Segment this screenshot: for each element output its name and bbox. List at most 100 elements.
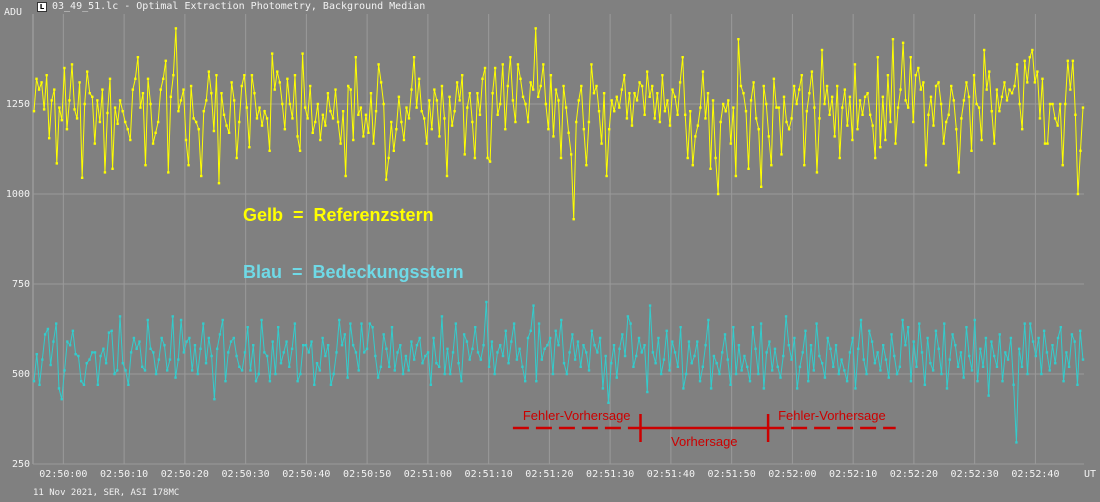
data-point bbox=[210, 92, 213, 95]
y-tick-label: 750 bbox=[12, 279, 30, 290]
data-point bbox=[451, 351, 455, 354]
data-point bbox=[103, 171, 107, 174]
data-point bbox=[985, 88, 988, 91]
data-point bbox=[666, 99, 669, 102]
data-point bbox=[683, 113, 687, 116]
data-point bbox=[795, 387, 799, 390]
data-point bbox=[727, 99, 730, 102]
data-point bbox=[193, 344, 197, 347]
data-point bbox=[998, 110, 1001, 113]
data-point bbox=[562, 362, 566, 365]
data-point bbox=[410, 340, 413, 343]
data-point bbox=[1005, 99, 1009, 102]
data-point bbox=[898, 365, 902, 368]
data-point bbox=[243, 74, 246, 77]
data-point bbox=[995, 88, 999, 91]
data-point bbox=[1033, 81, 1037, 84]
data-point bbox=[693, 354, 696, 358]
data-point bbox=[610, 99, 613, 102]
data-point bbox=[687, 340, 691, 343]
data-point bbox=[597, 110, 601, 113]
data-point bbox=[1069, 88, 1072, 91]
data-point bbox=[757, 372, 760, 376]
data-point bbox=[785, 120, 788, 124]
data-point bbox=[458, 99, 461, 102]
data-point bbox=[38, 383, 41, 386]
data-point bbox=[706, 92, 710, 95]
data-point bbox=[63, 66, 66, 70]
data-point bbox=[800, 74, 803, 77]
data-point bbox=[446, 347, 449, 350]
data-point bbox=[129, 138, 132, 142]
data-point bbox=[379, 365, 383, 368]
data-point bbox=[694, 135, 697, 138]
data-point bbox=[154, 131, 157, 134]
data-point bbox=[984, 336, 988, 340]
data-point bbox=[357, 369, 360, 372]
data-point bbox=[177, 358, 180, 361]
error-prediction-label-left: Fehler-Vorhersage bbox=[523, 408, 631, 423]
data-point bbox=[862, 358, 865, 361]
y-tick-label: 250 bbox=[12, 459, 30, 470]
title-bar: L 03_49_51.lc - Optimal Extraction Photo… bbox=[0, 0, 1100, 14]
y-axis-ticks: 250 500 750 1000 1250 bbox=[6, 99, 30, 470]
data-point bbox=[437, 365, 441, 368]
data-point bbox=[207, 70, 211, 73]
data-point bbox=[106, 111, 109, 115]
light-curve-app-icon[interactable]: L bbox=[37, 2, 47, 12]
data-point bbox=[571, 333, 574, 336]
data-point bbox=[164, 59, 167, 62]
data-point bbox=[926, 336, 929, 340]
data-point bbox=[159, 88, 162, 91]
data-point bbox=[810, 70, 814, 73]
data-point bbox=[288, 102, 292, 106]
data-point bbox=[410, 88, 413, 91]
data-point bbox=[765, 351, 768, 354]
data-point bbox=[559, 156, 563, 160]
data-point bbox=[217, 182, 221, 185]
data-point bbox=[1048, 102, 1052, 106]
data-point bbox=[884, 358, 888, 361]
data-point bbox=[548, 336, 552, 340]
data-point bbox=[534, 27, 537, 30]
data-point bbox=[1010, 92, 1014, 95]
data-point bbox=[465, 340, 469, 343]
data-point bbox=[542, 63, 545, 66]
data-point bbox=[453, 110, 456, 113]
data-point bbox=[962, 99, 966, 102]
data-point bbox=[296, 380, 299, 383]
data-point bbox=[324, 124, 327, 127]
data-point bbox=[1006, 358, 1010, 361]
data-point bbox=[372, 142, 375, 145]
data-point bbox=[881, 95, 885, 98]
data-point bbox=[782, 95, 786, 98]
data-point bbox=[818, 117, 821, 120]
data-point bbox=[438, 135, 441, 138]
data-point bbox=[780, 153, 783, 156]
data-point bbox=[49, 363, 52, 367]
data-point bbox=[243, 351, 247, 354]
data-point bbox=[665, 329, 668, 332]
data-point bbox=[870, 340, 874, 343]
data-point bbox=[351, 344, 355, 347]
data-point bbox=[904, 344, 907, 347]
data-point bbox=[704, 344, 707, 347]
data-point bbox=[387, 156, 390, 160]
data-point bbox=[610, 362, 613, 365]
data-point bbox=[135, 347, 138, 350]
data-point bbox=[205, 99, 208, 102]
data-point bbox=[334, 88, 337, 91]
data-point bbox=[668, 369, 671, 372]
data-point bbox=[1020, 365, 1024, 368]
data-point bbox=[887, 376, 890, 379]
data-point bbox=[486, 156, 489, 160]
data-point bbox=[496, 113, 499, 116]
data-point bbox=[959, 351, 963, 354]
data-point bbox=[283, 128, 287, 131]
y-tick-label: 1000 bbox=[6, 189, 30, 200]
data-point bbox=[956, 365, 960, 368]
x-tick-label: 02:51:30 bbox=[586, 469, 634, 480]
data-point bbox=[1065, 351, 1068, 354]
data-point bbox=[851, 138, 854, 142]
data-point bbox=[376, 376, 380, 379]
